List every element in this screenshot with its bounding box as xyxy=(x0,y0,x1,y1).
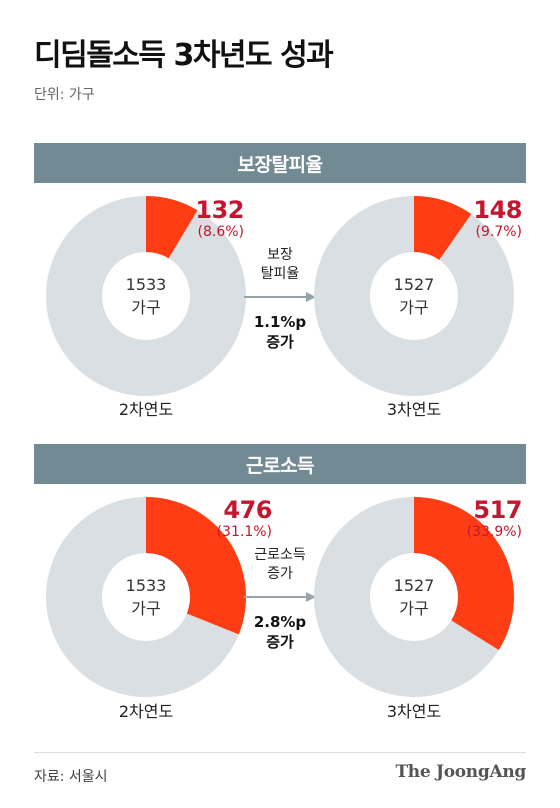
change-annotation: 근로소득 증가 2.8%p 증가 xyxy=(230,546,330,652)
slice-value: 132 xyxy=(195,196,244,224)
total-unit: 가구 xyxy=(399,599,429,618)
change-label-2: 증가 xyxy=(267,565,293,582)
donut-center: 1527 가구 xyxy=(314,497,514,697)
donut-svg xyxy=(46,196,246,396)
arrow-right-icon xyxy=(244,591,316,602)
slice-value: 148 xyxy=(473,196,522,224)
arrow-right-icon xyxy=(244,291,316,302)
donut-escape-year2: 1533 가구 xyxy=(46,196,246,396)
slice-percent: (33.9%) xyxy=(466,524,522,540)
change-label-2: 탈피율 xyxy=(260,265,300,282)
donut-slice xyxy=(146,196,198,259)
change-label-1: 보장 xyxy=(267,247,293,263)
donut-svg xyxy=(314,497,514,697)
change-value: 1.1%p xyxy=(253,312,307,331)
slice-percent: (8.6%) xyxy=(197,224,245,240)
source-note: 자료: 서울시 xyxy=(34,769,108,785)
brand-logo: The JoongAng xyxy=(395,762,526,782)
year-label: 2차연도 xyxy=(118,702,174,721)
change-direction: 증가 xyxy=(266,633,294,652)
total-unit: 가구 xyxy=(399,298,429,317)
donut-escape-year3: 1527 가구 xyxy=(314,196,514,396)
slice-value: 476 xyxy=(223,496,272,524)
donut-center: 1533 가구 xyxy=(46,196,246,396)
year-label: 3차연도 xyxy=(386,702,442,721)
total-value: 1533 xyxy=(125,575,167,595)
donut-svg xyxy=(314,196,514,396)
slice-percent: (9.7%) xyxy=(475,224,523,240)
donut-income-year2: 1533 가구 xyxy=(46,497,246,697)
total-value: 1527 xyxy=(393,274,435,294)
donut-slice xyxy=(414,196,472,260)
year-label: 3차연도 xyxy=(386,400,442,419)
page-title: 디딤돌소득 3차년도 성과 xyxy=(34,38,334,73)
change-value: 2.8%p xyxy=(253,612,307,631)
donut-center: 1527 가구 xyxy=(314,196,514,396)
total-unit: 가구 xyxy=(131,599,161,618)
donut-slice xyxy=(414,497,514,651)
donut-slice xyxy=(146,497,246,635)
footer-divider xyxy=(34,752,526,753)
unit-label: 단위: 가구 xyxy=(34,87,95,103)
section-header-escape-rate: 보장탈피율 xyxy=(34,143,526,183)
donut-svg xyxy=(46,497,246,697)
change-annotation: 보장 탈피율 1.1%p 증가 xyxy=(230,246,330,352)
slice-percent: (31.1%) xyxy=(216,524,272,540)
total-unit: 가구 xyxy=(131,298,161,317)
total-value: 1533 xyxy=(125,274,167,294)
section-header-earned-income: 근로소득 xyxy=(34,444,526,484)
year-label: 2차연도 xyxy=(118,400,174,419)
slice-value: 517 xyxy=(473,496,522,524)
total-value: 1527 xyxy=(393,575,435,595)
donut-center: 1533 가구 xyxy=(46,497,246,697)
change-direction: 증가 xyxy=(266,333,294,352)
change-label-1: 근로소득 xyxy=(254,547,306,563)
donut-income-year3: 1527 가구 xyxy=(314,497,514,697)
